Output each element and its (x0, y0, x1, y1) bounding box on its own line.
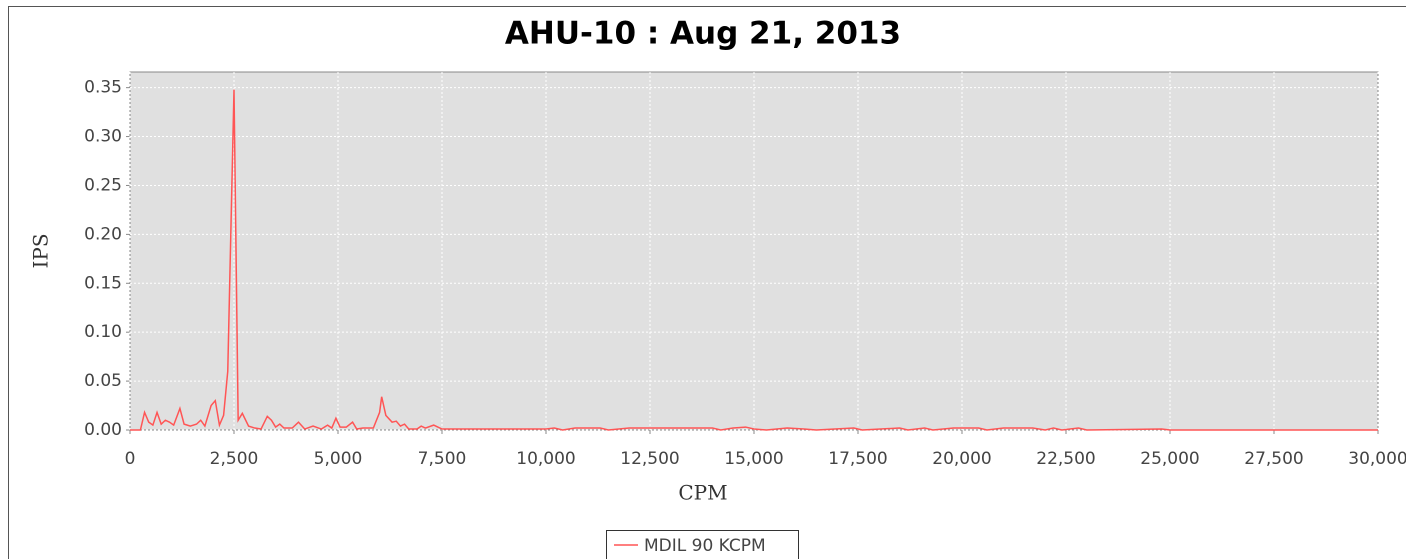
x-tick-label: 22,500 (1036, 449, 1095, 469)
plot-area (129, 71, 1379, 431)
y-tick-label: 0.20 (84, 224, 122, 244)
y-tick-label: 0.00 (84, 420, 122, 440)
y-axis-label: IPS (29, 233, 53, 268)
x-tick-label: 12,500 (620, 449, 679, 469)
x-tick-label: 20,000 (932, 449, 991, 469)
x-axis-label: CPM (678, 481, 727, 505)
x-tick-label: 15,000 (724, 449, 783, 469)
x-tick-label: 25,000 (1140, 449, 1199, 469)
y-tick-label: 0.35 (84, 78, 122, 98)
x-tick-label: 27,500 (1244, 449, 1303, 469)
legend-box (606, 530, 799, 559)
chart-title: AHU-10 : Aug 21, 2013 (505, 16, 901, 52)
x-tick-label: 30,000 (1348, 449, 1406, 469)
y-tick-label: 0.30 (84, 127, 122, 147)
x-tick-label: 5,000 (314, 449, 363, 469)
series-line (130, 89, 1378, 431)
y-tick-label: 0.05 (84, 371, 122, 391)
y-tick-label: 0.25 (84, 175, 122, 195)
x-tick-label: 0 (125, 449, 136, 469)
legend-label: MDIL 90 KCPM (644, 536, 766, 556)
x-tick-label: 10,000 (516, 449, 575, 469)
x-tick-label: 2,500 (210, 449, 259, 469)
y-tick-label: 0.15 (84, 273, 122, 293)
x-tick-label: 17,500 (828, 449, 887, 469)
y-tick-label: 0.10 (84, 322, 122, 342)
x-tick-label: 7,500 (418, 449, 467, 469)
